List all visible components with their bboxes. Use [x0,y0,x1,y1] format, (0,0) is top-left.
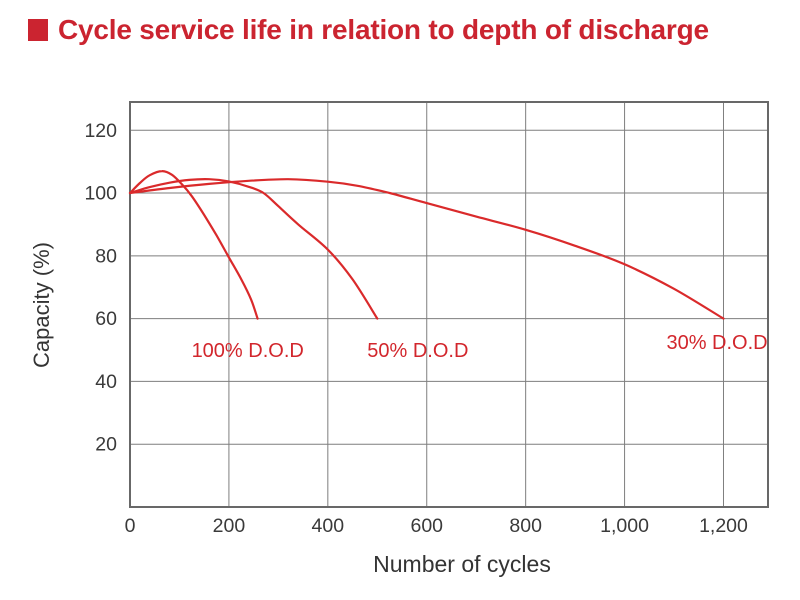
series-label-50-dod: 50% D.O.D [367,340,468,362]
x-tick-label-0: 0 [125,515,136,537]
x-axis-title: Number of cycles [373,551,551,577]
chart-header: Cycle service life in relation to depth … [28,13,709,47]
y-tick-label-20: 20 [95,434,117,456]
series-label-30-dod: 30% D.O.D [666,332,767,354]
x-tick-label-400: 400 [312,515,345,537]
curve-50-d-o-d [128,178,379,320]
y-tick-label-120: 120 [84,120,117,142]
red-square-icon [28,19,48,41]
y-tick-label-100: 100 [84,183,117,205]
x-tick-label-1200: 1,200 [699,515,748,537]
plot-border [129,101,769,508]
x-tick-label-600: 600 [410,515,443,537]
y-axis-title: Capacity (%) [29,242,54,368]
x-tick-label-800: 800 [509,515,542,537]
curve-30-d-o-d [128,178,725,320]
y-tick-label-60: 60 [95,308,117,330]
x-tick-label-200: 200 [213,515,246,537]
curve-100-d-o-d [128,170,259,320]
x-tick-label-1000: 1,000 [600,515,649,537]
y-tick-label-80: 80 [95,245,117,267]
y-tick-label-40: 40 [95,371,117,393]
chart-title: Cycle service life in relation to depth … [58,14,709,45]
series-label-100-dod: 100% D.O.D [192,340,304,362]
